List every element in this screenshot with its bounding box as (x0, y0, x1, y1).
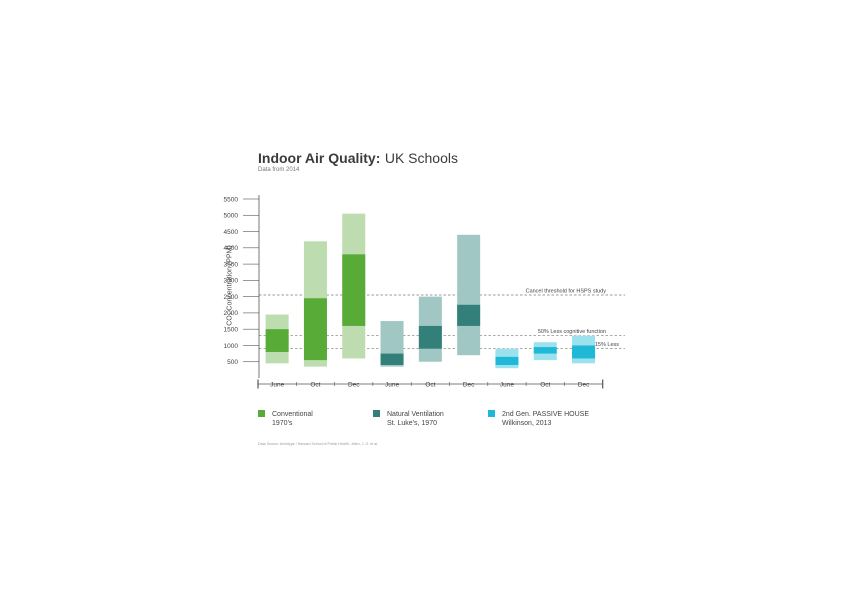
bar-core (457, 304, 481, 326)
y-tick-label: 5000 (224, 213, 239, 220)
x-tick-label: Dec (578, 382, 590, 389)
x-tick-label: Dec (463, 382, 475, 389)
legend-label-conventional-line1: Conventional (272, 411, 313, 418)
legend-label-passive-house-line2: Wilkinson, 2013 (502, 420, 552, 427)
chart-title: Indoor Air Quality: UK Schools (258, 150, 458, 168)
y-tick-label: 4000 (224, 245, 239, 252)
chart-subtitle: Data from 2014 (258, 167, 300, 173)
y-tick-label: 3500 (224, 261, 239, 268)
y-tick-label: 3000 (224, 278, 239, 285)
reference-line-label: Cancel threshold for HSPS study (526, 289, 607, 295)
bar-core (265, 329, 289, 352)
reference-line-label: 15% Less (595, 342, 619, 348)
bar-core (495, 356, 519, 365)
chart-title-rest: UK Schools (384, 150, 458, 166)
bar-core (380, 353, 404, 365)
legend-label-conventional-line2: 1970's (272, 420, 293, 427)
x-tick-label: Oct (425, 382, 435, 389)
x-tick-label: Dec (348, 382, 360, 389)
bar-core (418, 325, 442, 349)
x-tick-label: Oct (540, 382, 550, 389)
x-tick-label: Oct (310, 382, 320, 389)
y-axis-label: CO₂ Concentration (PPM) (226, 245, 234, 326)
bars (265, 213, 596, 369)
reference-line-label: 50% Less cognitive function (538, 329, 606, 335)
x-tick-label: June (500, 382, 514, 389)
legend-swatch-natural-ventilation (373, 410, 380, 417)
legend-label-passive-house-line1: 2nd Gen. PASSIVE HOUSE (502, 411, 590, 418)
y-tick-label: 4500 (224, 229, 239, 236)
legend-label-natural-ventilation-line2: St. Luke's, 1970 (387, 420, 437, 427)
bar-core (342, 254, 366, 326)
y-tick-label: 5500 (224, 196, 239, 203)
x-tick-label: June (385, 382, 399, 389)
y-tick-label: 2500 (224, 294, 239, 301)
y-tick-label: 1000 (224, 343, 239, 350)
y-tick-label: 500 (227, 359, 238, 366)
y-tick-label: 1500 (224, 326, 239, 333)
x-tick-label: June (270, 382, 284, 389)
bar-range (457, 234, 481, 356)
legend-swatch-conventional (258, 410, 265, 417)
bar-core (303, 298, 327, 361)
chart-title-bold: Indoor Air Quality: (258, 150, 381, 166)
legend-swatch-passive-house (488, 410, 495, 417)
data-source: Data Source: Architype / Harvard School … (258, 442, 379, 446)
y-tick-label: 2000 (224, 310, 239, 317)
bar-core (572, 345, 596, 359)
bar-core (533, 347, 557, 354)
axes: 5500 5000 4500 4000 3500 3000 2500 2000 1500 1000… (224, 195, 604, 389)
legend-label-natural-ventilation-line1: Natural Ventilation (387, 411, 444, 418)
